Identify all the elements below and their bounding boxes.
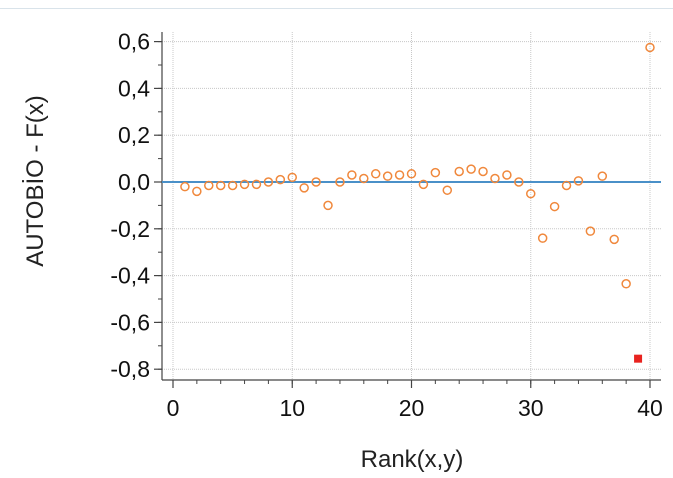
data-point: [275, 174, 286, 185]
data-point: [215, 180, 226, 191]
x-tick-label: 10: [279, 395, 305, 421]
y-tick-label: 0,6: [118, 29, 150, 55]
data-point: [370, 169, 381, 179]
data-point: [526, 188, 536, 199]
y-tick-label: -0,6: [110, 309, 150, 335]
data-point: [514, 177, 524, 187]
data-point: [502, 170, 512, 180]
data-point: [442, 185, 453, 195]
data-point: [406, 169, 417, 179]
y-tick-label: -0,4: [110, 263, 150, 289]
y-tick-label: 0,0: [118, 169, 150, 195]
data-point: [311, 177, 321, 187]
data-point: [251, 179, 262, 190]
data-point: [335, 177, 345, 187]
data-point: [561, 180, 572, 191]
data-point: [180, 181, 190, 192]
x-tick-label: 30: [518, 395, 544, 421]
x-tick-label: 20: [399, 395, 425, 421]
x-tick-label: 40: [637, 395, 663, 421]
data-point: [359, 173, 369, 184]
y-tick-label: -0,2: [110, 216, 150, 242]
data-point: [621, 279, 631, 289]
data-point: [227, 180, 238, 191]
x-axis-label: Rank(x,y): [360, 446, 464, 473]
data-point: [394, 170, 405, 180]
y-tick-label: 0,2: [118, 122, 150, 148]
data-point: [585, 226, 596, 236]
data-point: [537, 233, 548, 243]
data-point: [430, 167, 441, 178]
x-tick-label: 0: [167, 395, 180, 421]
highlighted-point: [634, 354, 643, 363]
data-point: [609, 234, 619, 245]
data-point: [323, 200, 333, 211]
top-border: [0, 8, 673, 9]
data-point: [299, 183, 309, 193]
data-point: [490, 173, 500, 184]
data-point: [418, 179, 429, 190]
data-point: [192, 186, 202, 197]
data-point: [287, 172, 297, 183]
data-point: [347, 170, 357, 180]
data-point: [263, 177, 274, 187]
data-point: [573, 176, 584, 186]
y-tick-label: 0,4: [118, 75, 150, 101]
y-axis-label: AUTOBİO - F(x): [22, 95, 49, 267]
data-point: [478, 166, 488, 177]
data-point: [204, 180, 214, 191]
data-point: [549, 201, 560, 212]
data-point: [645, 42, 655, 53]
data-point: [382, 171, 393, 181]
data-point: [239, 179, 250, 190]
y-tick-label: -0,8: [110, 356, 150, 382]
data-point: [466, 164, 476, 174]
data-point: [454, 166, 464, 177]
data-point: [597, 171, 608, 181]
